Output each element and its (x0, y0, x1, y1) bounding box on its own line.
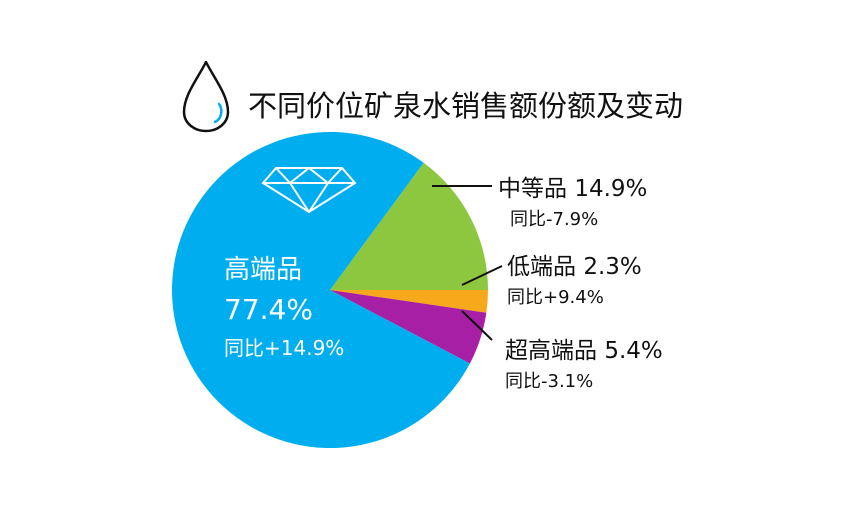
outer-labels: 中等品 14.9% 同比-7.9% 低端品 2.3% 同比+9.4% 超高端品 … (498, 176, 663, 392)
title-group: 不同价位矿泉水销售额份额及变动 (182, 60, 683, 133)
slice-high-end (172, 132, 470, 449)
slice-label-high-end-name: 高端品 (224, 255, 302, 285)
slice-super-premium (330, 290, 487, 364)
slice-label-low-end: 低端品 2.3% (507, 254, 642, 280)
slice-label-super-premium-yoy: 同比-3.1% (505, 371, 593, 392)
slice-low-end (330, 290, 488, 313)
slice-label-low-end-yoy: 同比+9.4% (507, 287, 604, 308)
slice-label-mid-range-yoy: 同比-7.9% (510, 209, 598, 230)
diamond-icon (261, 167, 357, 214)
leader-line-low-end (461, 265, 503, 286)
pie-slices (172, 132, 488, 449)
leader-line-super-premium (461, 310, 493, 341)
inner-label-high-end: 高端品 77.4% 同比+14.9% (224, 255, 344, 360)
slice-label-high-end-yoy: 同比+14.9% (224, 336, 344, 360)
leader-lines (432, 185, 503, 341)
water-drop-icon (182, 60, 230, 133)
slice-label-high-end-share: 77.4% (224, 293, 313, 326)
slice-label-super-premium: 超高端品 5.4% (505, 338, 663, 364)
chart-title: 不同价位矿泉水销售额份额及变动 (248, 89, 683, 123)
slice-mid-range (330, 162, 488, 290)
slice-label-mid-range: 中等品 14.9% (498, 176, 647, 202)
